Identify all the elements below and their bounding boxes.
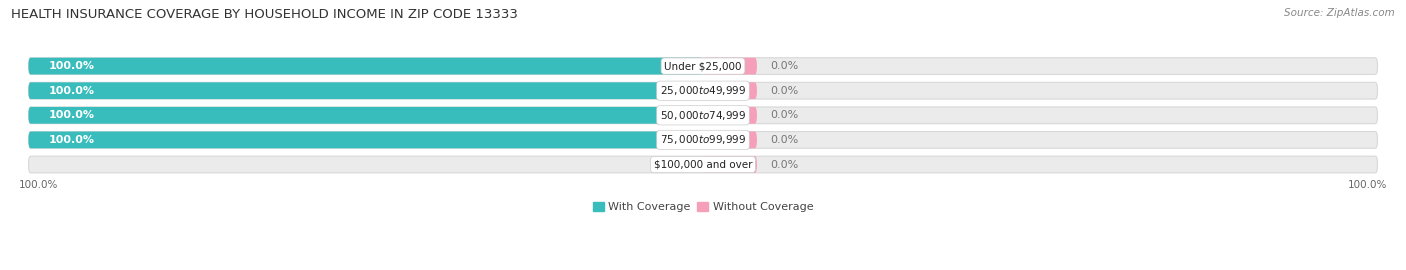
Text: $75,000 to $99,999: $75,000 to $99,999 — [659, 133, 747, 146]
Text: 0.0%: 0.0% — [655, 160, 683, 170]
FancyBboxPatch shape — [28, 58, 1378, 75]
Text: 100.0%: 100.0% — [49, 61, 94, 71]
Text: 0.0%: 0.0% — [770, 110, 799, 120]
FancyBboxPatch shape — [28, 58, 703, 75]
Text: 100.0%: 100.0% — [49, 86, 94, 96]
FancyBboxPatch shape — [28, 131, 1378, 148]
Text: Under $25,000: Under $25,000 — [664, 61, 742, 71]
FancyBboxPatch shape — [703, 156, 756, 173]
Text: 100.0%: 100.0% — [1348, 180, 1388, 190]
FancyBboxPatch shape — [703, 107, 756, 124]
Text: Source: ZipAtlas.com: Source: ZipAtlas.com — [1284, 8, 1395, 18]
Text: 0.0%: 0.0% — [770, 86, 799, 96]
Text: 0.0%: 0.0% — [770, 61, 799, 71]
Text: HEALTH INSURANCE COVERAGE BY HOUSEHOLD INCOME IN ZIP CODE 13333: HEALTH INSURANCE COVERAGE BY HOUSEHOLD I… — [11, 8, 519, 21]
Text: $25,000 to $49,999: $25,000 to $49,999 — [659, 84, 747, 97]
Text: $100,000 and over: $100,000 and over — [654, 160, 752, 170]
FancyBboxPatch shape — [703, 82, 756, 99]
Text: 100.0%: 100.0% — [18, 180, 58, 190]
Text: 0.0%: 0.0% — [770, 135, 799, 145]
FancyBboxPatch shape — [703, 131, 756, 148]
FancyBboxPatch shape — [28, 82, 703, 99]
FancyBboxPatch shape — [28, 107, 703, 124]
FancyBboxPatch shape — [28, 107, 1378, 124]
FancyBboxPatch shape — [28, 82, 1378, 99]
Text: 100.0%: 100.0% — [49, 110, 94, 120]
FancyBboxPatch shape — [28, 131, 703, 148]
FancyBboxPatch shape — [28, 156, 1378, 173]
Legend: With Coverage, Without Coverage: With Coverage, Without Coverage — [588, 198, 818, 217]
FancyBboxPatch shape — [703, 58, 756, 75]
Text: 0.0%: 0.0% — [770, 160, 799, 170]
Text: $50,000 to $74,999: $50,000 to $74,999 — [659, 109, 747, 122]
Text: 100.0%: 100.0% — [49, 135, 94, 145]
